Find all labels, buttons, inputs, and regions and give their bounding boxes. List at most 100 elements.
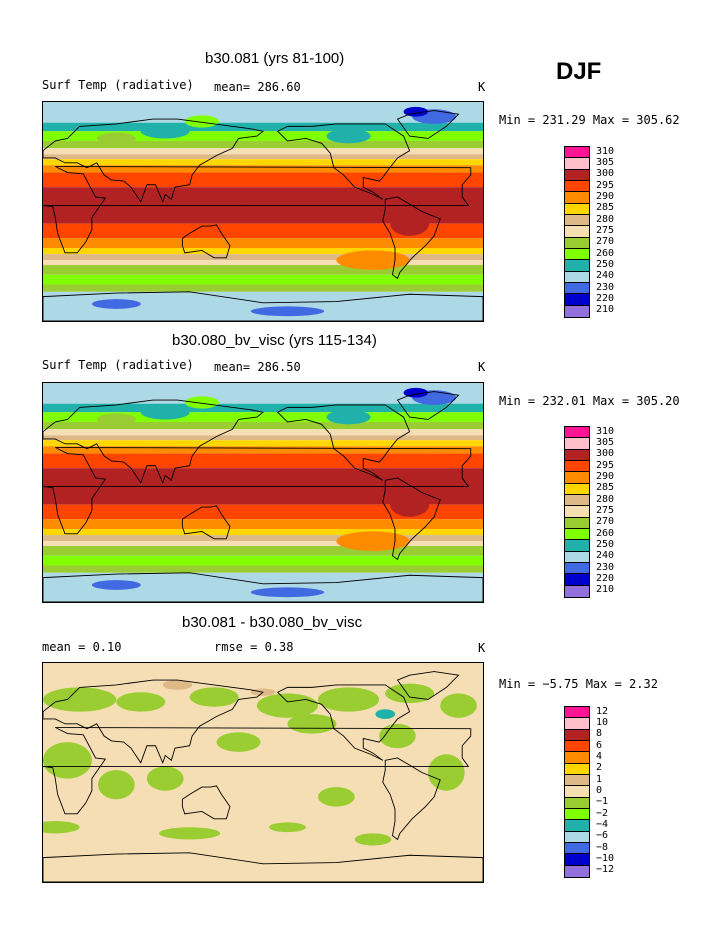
temperature-band bbox=[43, 159, 483, 166]
colorbar-swatch bbox=[565, 215, 589, 227]
panel-1-map bbox=[42, 101, 484, 322]
temperature-band bbox=[43, 154, 483, 160]
difference-region bbox=[146, 766, 184, 791]
temperature-band bbox=[43, 248, 483, 255]
difference-region bbox=[287, 714, 337, 734]
panel-2-colorbar bbox=[564, 426, 590, 598]
season-label: DJF bbox=[556, 58, 602, 85]
colorbar-swatch bbox=[565, 843, 589, 855]
colorbar-swatch bbox=[565, 158, 589, 170]
colorbar-tick-label: 220 bbox=[596, 293, 615, 304]
difference-region bbox=[428, 754, 465, 791]
temperature-anomaly-region bbox=[326, 409, 371, 425]
difference-region bbox=[116, 692, 166, 712]
colorbar-tick-label: 10 bbox=[596, 717, 609, 728]
coastline bbox=[43, 447, 472, 535]
colorbar-tick-label: −1 bbox=[596, 796, 609, 808]
temperature-band bbox=[43, 265, 483, 275]
colorbar-swatch bbox=[565, 449, 589, 461]
map-svg bbox=[43, 383, 483, 602]
colorbar-swatch bbox=[565, 707, 589, 719]
colorbar-swatch bbox=[565, 237, 589, 249]
temperature-anomaly-region bbox=[184, 115, 219, 128]
temperature-band bbox=[43, 435, 483, 441]
colorbar-tick-label: 305 bbox=[596, 157, 615, 168]
colorbar-tick-label: 210 bbox=[596, 584, 615, 596]
panel-3-colorbar bbox=[564, 706, 590, 878]
coastline bbox=[181, 505, 231, 540]
temperature-anomaly-region bbox=[96, 413, 136, 426]
difference-region bbox=[440, 693, 477, 718]
colorbar-swatch bbox=[565, 271, 589, 283]
coastline bbox=[276, 123, 411, 200]
colorbar-tick-label: 295 bbox=[596, 459, 615, 471]
colorbar-tick-label: 2 bbox=[596, 762, 603, 774]
panel-1-colorbar bbox=[564, 146, 590, 318]
colorbar-tick-label: −12 bbox=[596, 864, 615, 876]
temperature-band bbox=[43, 274, 483, 285]
colorbar-tick-label: 240 bbox=[596, 550, 615, 562]
colorbar-swatch bbox=[565, 752, 589, 764]
colorbar-tick-label: 250 bbox=[596, 259, 615, 270]
colorbar-swatch bbox=[565, 461, 589, 473]
temperature-band bbox=[43, 165, 483, 173]
temperature-anomaly-region bbox=[91, 580, 141, 590]
difference-region bbox=[375, 709, 395, 719]
panel-2-title: b30.080_bv_visc (yrs 115-134) bbox=[172, 332, 377, 349]
colorbar-swatch bbox=[565, 741, 589, 753]
temperature-anomaly-region bbox=[390, 211, 430, 236]
colorbar-tick-label: −6 bbox=[596, 830, 609, 842]
colorbar-tick-label: 270 bbox=[596, 236, 615, 248]
colorbar-swatch bbox=[565, 820, 589, 832]
colorbar-tick-label: 285 bbox=[596, 202, 615, 214]
temperature-band bbox=[43, 122, 483, 132]
colorbar-swatch bbox=[565, 729, 589, 741]
colorbar-swatch bbox=[565, 763, 589, 775]
panel-1-mean-label: mean= 286.60 bbox=[214, 80, 301, 94]
colorbar-swatch bbox=[565, 305, 589, 317]
temperature-band bbox=[43, 565, 483, 573]
temperature-anomaly-region bbox=[238, 470, 337, 491]
colorbar-tick-label: 12 bbox=[596, 705, 609, 717]
colorbar-swatch bbox=[565, 809, 589, 821]
colorbar-swatch bbox=[565, 775, 589, 787]
difference-region bbox=[318, 787, 355, 807]
temperature-band bbox=[43, 412, 483, 422]
colorbar-swatch bbox=[565, 551, 589, 563]
colorbar-swatch bbox=[565, 718, 589, 730]
difference-region bbox=[216, 732, 261, 752]
colorbar-tick-label: 305 bbox=[596, 437, 615, 448]
coastline bbox=[43, 679, 265, 765]
coastline bbox=[43, 399, 265, 485]
colorbar-swatch bbox=[565, 438, 589, 450]
colorbar-swatch bbox=[565, 181, 589, 193]
temperature-anomaly-region bbox=[140, 123, 190, 139]
coastline bbox=[382, 477, 441, 561]
colorbar-tick-label: 285 bbox=[596, 482, 615, 494]
temperature-anomaly-region bbox=[238, 189, 337, 210]
colorbar-tick-label: 295 bbox=[596, 179, 615, 191]
coastline bbox=[382, 757, 441, 841]
colorbar-swatch bbox=[565, 831, 589, 843]
panel-2-variable-label: Surf Temp (radiative) bbox=[42, 358, 194, 372]
colorbar-tick-label: 1 bbox=[596, 773, 603, 785]
colorbar-tick-label: 275 bbox=[596, 505, 615, 516]
temperature-band bbox=[43, 421, 483, 430]
colorbar-swatch bbox=[565, 797, 589, 809]
temperature-anomaly-region bbox=[250, 587, 325, 598]
colorbar-tick-label: 275 bbox=[596, 225, 615, 236]
temperature-anomaly-region bbox=[250, 306, 325, 317]
temperature-band bbox=[43, 148, 483, 155]
temperature-band bbox=[43, 541, 483, 547]
panel-3-minmax-label: Min = −5.75 Max = 2.32 bbox=[499, 677, 658, 691]
coastline bbox=[396, 671, 460, 700]
colorbar-tick-label: 230 bbox=[596, 561, 615, 573]
colorbar-tick-label: 280 bbox=[596, 213, 615, 225]
colorbar-tick-label: 280 bbox=[596, 493, 615, 505]
temperature-band bbox=[43, 429, 483, 436]
difference-region bbox=[98, 770, 135, 800]
colorbar-swatch bbox=[565, 854, 589, 866]
colorbar-swatch bbox=[565, 529, 589, 541]
temperature-band bbox=[43, 284, 483, 292]
map-svg bbox=[43, 102, 483, 321]
